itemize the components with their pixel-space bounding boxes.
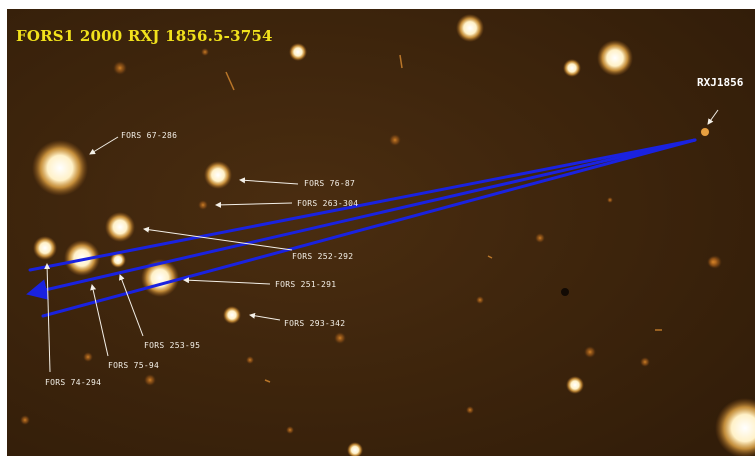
pointer-fors-76-87 xyxy=(239,177,299,185)
label-fors-74-294: FORS 74-294 xyxy=(45,378,102,387)
label-fors-76-87: FORS 76-87 xyxy=(304,179,356,188)
pointer-fors-75-94 xyxy=(90,284,109,357)
artifacts xyxy=(225,54,662,383)
star-bottom-right xyxy=(715,398,755,456)
target-source xyxy=(701,128,709,136)
image-title: FORS1 2000 RXJ 1856.5-3754 xyxy=(16,27,273,45)
star-fors-74-294 xyxy=(33,236,57,260)
dark-spot xyxy=(561,288,569,296)
star-bottom-left xyxy=(347,442,363,456)
label-fors-263-304: FORS 263-304 xyxy=(297,199,359,208)
star-fors-263-304 xyxy=(198,200,208,210)
pointer-fors-263-304 xyxy=(215,201,293,208)
star-fors-67-286 xyxy=(32,140,88,196)
trajectory-line-2 xyxy=(26,138,697,300)
trajectory-line-3 xyxy=(41,138,697,318)
star-bottom-center xyxy=(566,376,584,394)
label-fors-293-342: FORS 293-342 xyxy=(284,319,346,328)
star-fors-76-87 xyxy=(204,161,232,189)
pointer-fors-251-291 xyxy=(183,277,271,285)
label-fors-251-291: FORS 251-291 xyxy=(275,280,337,289)
star-mid-right xyxy=(707,256,719,268)
star-top-center xyxy=(456,14,484,42)
bright-stars xyxy=(32,14,755,456)
trajectory-lines xyxy=(26,138,697,318)
star-fors-253-95 xyxy=(110,252,126,268)
star-top-right-small xyxy=(563,59,581,77)
star-top-right xyxy=(597,40,633,76)
trajectory-line-1 xyxy=(28,138,697,272)
pointer-fors-252-292 xyxy=(143,226,293,251)
label-fors-253-95: FORS 253-95 xyxy=(144,341,201,350)
star-fors-252-292 xyxy=(105,212,135,242)
star-top-left xyxy=(289,43,307,61)
pointer-fors-293-342 xyxy=(249,312,281,321)
pointer-rxj1856 xyxy=(707,109,719,125)
star-fors-293-342 xyxy=(223,306,241,324)
pointer-fors-67-286 xyxy=(89,136,119,155)
label-fors-75-94: FORS 75-94 xyxy=(108,361,160,370)
label-pointers xyxy=(44,109,719,373)
pointer-fors-74-294 xyxy=(44,263,51,373)
star-fors-75-94 xyxy=(64,240,100,276)
label-fors-252-292: FORS 252-292 xyxy=(292,252,354,261)
target-label-rxj1856: RXJ1856 xyxy=(697,76,744,89)
label-fors-67-286: FORS 67-286 xyxy=(121,131,178,140)
pointer-fors-253-95 xyxy=(118,274,144,337)
